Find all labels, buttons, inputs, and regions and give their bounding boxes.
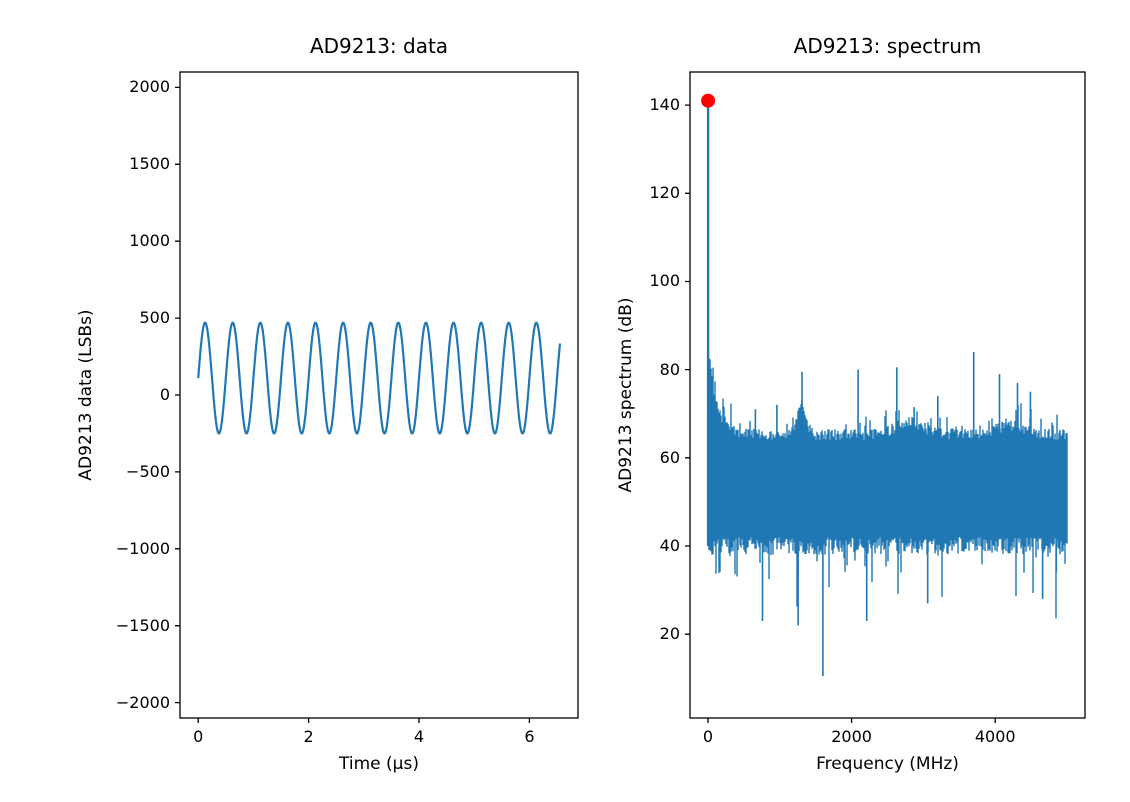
x-tick-label: 2 (303, 727, 314, 746)
y-axis-label-spectrum-db: AD9213 spectrum (dB) (616, 297, 636, 493)
y-tick-label: −1000 (115, 538, 170, 558)
tick-marks (175, 86, 531, 723)
spectrum-spur-lines (754, 352, 1032, 476)
x-tick-label: 4 (413, 727, 425, 746)
axes-spectrum (685, 71, 1086, 723)
y-axis-label-data-lsbs: AD9213 data (LSBs) (76, 309, 96, 481)
waveform-line (197, 321, 562, 435)
y-tick-label: 120 (649, 183, 680, 203)
y-tick-label: 500 (139, 308, 170, 328)
y-tick-label: 60 (659, 447, 680, 467)
x-axis-label-frequency: Frequency (MHz) (816, 754, 959, 774)
y-tick-label: 2000 (129, 77, 170, 97)
y-tick-label: 100 (649, 271, 680, 291)
x-tick-label: 6 (524, 727, 535, 746)
chart-title-spectrum: AD9213: spectrum (793, 34, 982, 58)
x-tick-label: 2000 (831, 727, 872, 746)
y-tick-label: −500 (126, 461, 170, 481)
y-tick-label: 80 (659, 359, 680, 379)
axes-time-domain (175, 71, 579, 723)
y-tick-label: 20 (659, 624, 680, 644)
tick-marks (685, 104, 996, 723)
spectrum-dip-lines (761, 537, 1058, 677)
x-tick-label: 0 (702, 727, 714, 746)
y-tick-label: 1500 (129, 154, 170, 174)
fundamental-peak-marker-dot (701, 93, 716, 108)
y-tick-label: −2000 (115, 692, 170, 712)
y-tick-label: −1500 (115, 615, 170, 635)
x-tick-label: 4000 (974, 727, 1016, 746)
axes-spines (689, 71, 1086, 719)
y-tick-label: 1000 (129, 231, 170, 251)
y-tick-label: 40 (659, 536, 680, 556)
chart-title-time-domain: AD9213: data (309, 34, 449, 58)
y-tick-label: 0 (159, 385, 170, 404)
x-axis-label-time: Time (μs) (339, 754, 419, 774)
y-tick-label: 140 (649, 95, 680, 115)
x-tick-label: 0 (193, 727, 204, 746)
